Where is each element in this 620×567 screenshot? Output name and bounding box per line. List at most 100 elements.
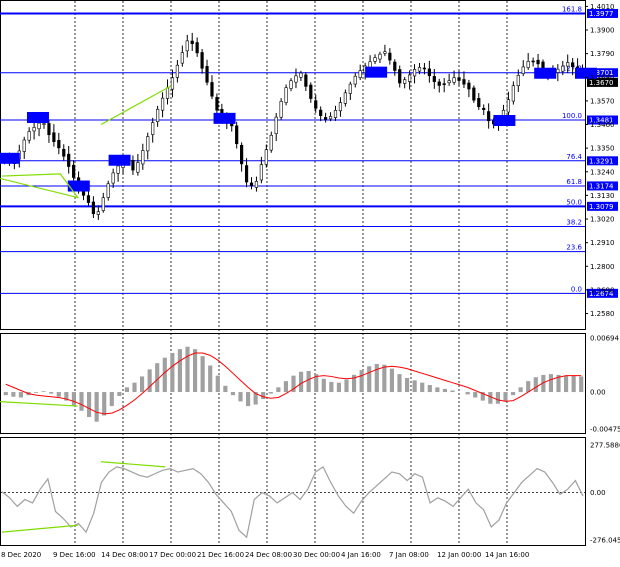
price-tick-label: 1.3020 (590, 216, 615, 224)
price-axis: 1.4010 1.3900 1.3790 1.3680 1.3570 1.3460 1.33… (585, 3, 615, 318)
candle-body (452, 77, 456, 83)
candle-body (566, 62, 570, 67)
blue-markers (0, 66, 597, 192)
macd-pane-frame (0, 333, 586, 434)
candle-body (437, 81, 441, 86)
pane-frames (0, 0, 586, 546)
candle-body (536, 59, 540, 65)
candle-body (427, 68, 431, 77)
candle-body (462, 79, 466, 85)
price-tick-label: 1.3130 (590, 192, 615, 200)
blue-marker (26, 111, 49, 123)
candle-body (358, 70, 362, 78)
time-axis-label: 9 Dec 16:00 (53, 551, 96, 559)
candle-body (195, 42, 199, 54)
candle-body (279, 101, 283, 118)
cci-divergence-line (1, 524, 78, 533)
candle-body (432, 76, 436, 82)
candle-body (165, 87, 170, 99)
candle-body (200, 52, 204, 69)
fibo-level-label: 100.0 (562, 112, 582, 120)
candle-body (412, 69, 417, 77)
price-tag-label: 1.3701 (589, 69, 614, 77)
fibo-level-label: 50.0 (566, 198, 582, 206)
price-tick-label: 1.3680 (590, 74, 615, 82)
candle-body (32, 127, 36, 132)
price-tick-label: 1.3350 (590, 145, 615, 153)
price-tick-label: 1.3240 (590, 168, 615, 176)
blue-marker (213, 112, 236, 124)
time-axis-label: 30 Dec 00:00 (293, 551, 340, 559)
candle-body (314, 100, 318, 109)
cci-tick-label: 277.5886 (590, 442, 620, 450)
candle-body (556, 68, 560, 73)
candle-body (235, 125, 239, 145)
candles (2, 32, 585, 220)
price-pane-frame (0, 0, 586, 330)
candle-body (116, 165, 120, 174)
price-tag-label: 1.3079 (589, 203, 614, 211)
candle-body (86, 195, 91, 203)
cci-divergence-line (101, 461, 166, 468)
candle-body (96, 211, 100, 215)
candle-body (398, 69, 402, 84)
candle-body (328, 116, 333, 120)
fibo-level-label: 76.4 (566, 153, 582, 161)
candle-body (274, 116, 278, 134)
price-tick-label: 1.2580 (590, 310, 615, 318)
candle-body (62, 148, 66, 157)
candle-body (91, 201, 96, 215)
candle-body (106, 183, 110, 198)
price-tag-box (587, 156, 618, 166)
candle-body (27, 131, 31, 141)
blue-marker (0, 152, 20, 164)
candle-body (467, 82, 471, 90)
candle-body (190, 40, 194, 44)
candle-body (353, 75, 357, 85)
candle-body (244, 165, 249, 183)
macd-tick-label: 0.00694 (590, 334, 619, 342)
price-tick-label: 1.3570 (590, 97, 615, 105)
time-axis-label: 7 Jan 08:00 (389, 551, 429, 559)
candle-body (52, 132, 56, 142)
candle-body (284, 87, 288, 103)
candle-body (378, 53, 382, 60)
candle-body (156, 108, 160, 122)
candle-body (141, 150, 145, 165)
candle-body (57, 139, 61, 149)
candle-body (289, 80, 293, 89)
price-tick-label: 1.2910 (590, 239, 615, 247)
candle-body (47, 123, 51, 136)
candle-body (131, 160, 135, 171)
divergence-lines (0, 85, 172, 199)
price-divergence-line (100, 85, 172, 126)
candle-body (101, 197, 105, 211)
candle-body (111, 172, 115, 184)
price-tag-label: 1.3481 (589, 116, 614, 124)
candle-body (561, 65, 565, 72)
candle-body (259, 164, 263, 181)
candle-body (146, 136, 150, 152)
candle-body (210, 82, 214, 97)
price-tag-box (587, 115, 618, 125)
candle-body (526, 61, 530, 68)
candle-body (477, 98, 481, 108)
candle-body (180, 52, 184, 64)
macd-tick-label: 0.00 (590, 389, 606, 397)
candle-body (294, 75, 298, 83)
price-tick-label: 1.3790 (590, 50, 615, 58)
macd-signal-line (5, 352, 582, 415)
candle-body (136, 162, 140, 173)
price-tag-label: 1.3977 (589, 10, 614, 18)
candle-body (254, 181, 259, 188)
candle-body (264, 149, 268, 165)
price-tag-box (587, 201, 618, 211)
candle-body (185, 40, 189, 52)
candle-body (299, 72, 303, 78)
candle-body (309, 84, 313, 99)
candle-body (457, 77, 461, 81)
price-tick-label: 1.2690 (590, 286, 615, 294)
candle-body (383, 51, 387, 54)
candle-body (343, 92, 347, 104)
